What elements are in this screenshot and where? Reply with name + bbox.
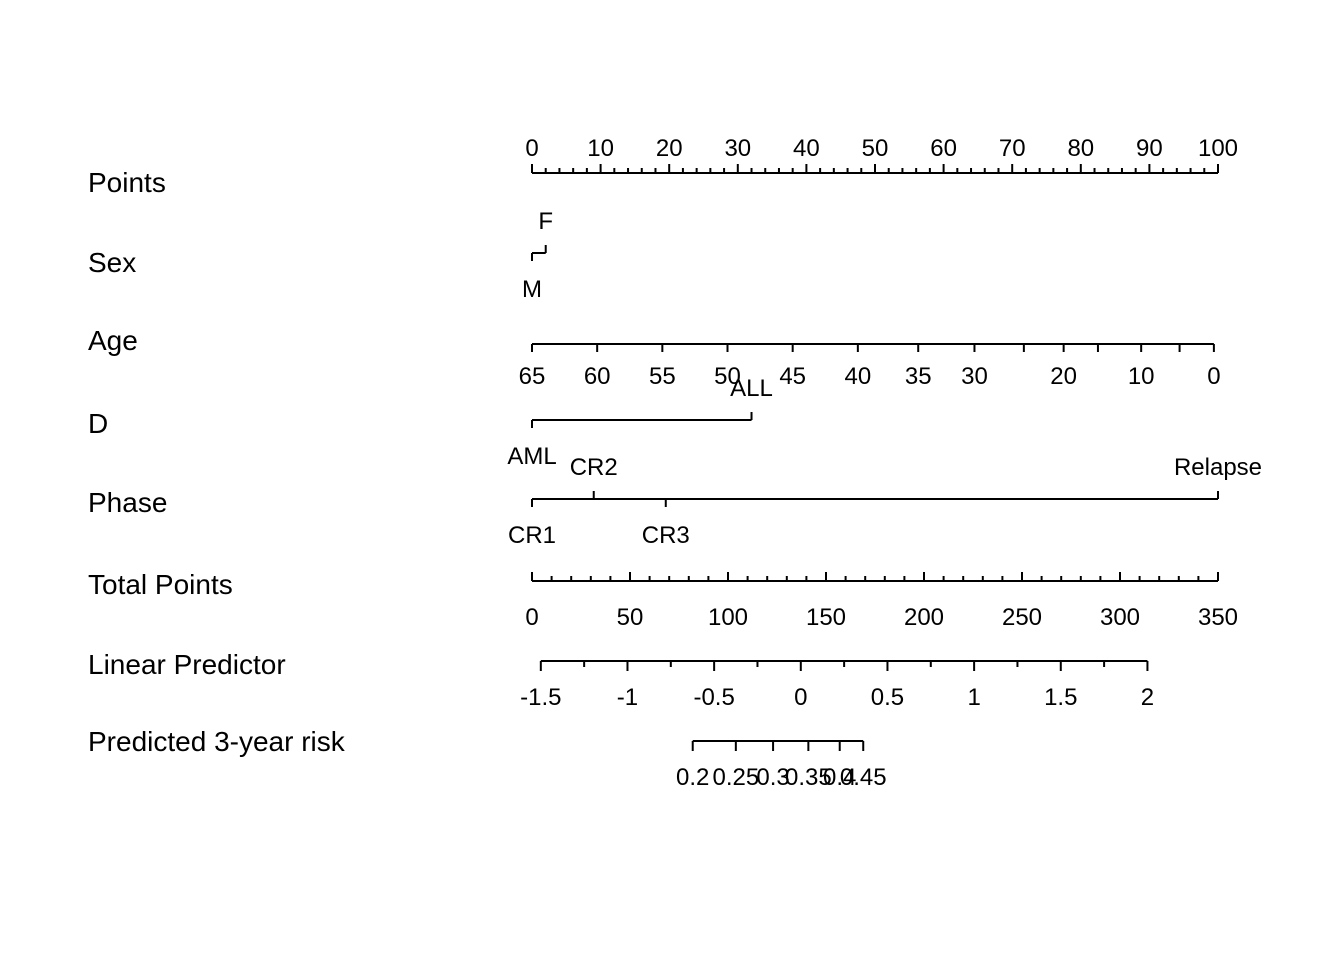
sex-level-label: M	[522, 276, 542, 303]
sex-level-label: F	[538, 208, 553, 235]
row-label-points: Points	[88, 167, 166, 198]
row-label-phase: Phase	[88, 487, 167, 518]
points-tick-label: 10	[587, 135, 614, 162]
age-tick-label: 20	[1050, 363, 1077, 390]
age-tick-label: 35	[905, 363, 932, 390]
total-points-tick-label: 200	[904, 604, 944, 631]
linear-predictor-tick-label: 1.5	[1044, 684, 1077, 711]
row-label-linear-predictor: Linear Predictor	[88, 649, 286, 680]
age-tick-label: 55	[649, 363, 676, 390]
predicted-3-year-risk-tick-label: 0.2	[676, 764, 709, 791]
phase-level-label: Relapse	[1174, 454, 1262, 481]
linear-predictor-tick-label: 0.5	[871, 684, 904, 711]
linear-predictor-tick-label: 2	[1141, 684, 1154, 711]
row-label-predicted-3-year-risk: Predicted 3-year risk	[88, 726, 346, 757]
age-tick-label: 10	[1128, 363, 1155, 390]
points-tick-label: 80	[1067, 135, 1094, 162]
total-points-tick-label: 350	[1198, 604, 1238, 631]
age-tick-label: 50	[714, 363, 741, 390]
predicted-3-year-risk-tick-label: 0.3	[756, 764, 789, 791]
row-label-age: Age	[88, 325, 138, 356]
points-tick-label: 70	[999, 135, 1026, 162]
predicted-3-year-risk-tick-label: 0.35	[785, 764, 832, 791]
predicted-3-year-risk-tick-label: 0.45	[840, 764, 887, 791]
total-points-tick-label: 50	[617, 604, 644, 631]
total-points-tick-label: 300	[1100, 604, 1140, 631]
row-label-sex: Sex	[88, 247, 136, 278]
total-points-tick-label: 150	[806, 604, 846, 631]
linear-predictor-tick-label: 1	[967, 684, 980, 711]
age-tick-label: 0	[1207, 363, 1220, 390]
points-tick-label: 40	[793, 135, 820, 162]
points-tick-label: 20	[656, 135, 683, 162]
linear-predictor-tick-label: -0.5	[693, 684, 734, 711]
linear-predictor-tick-label: -1	[617, 684, 638, 711]
points-tick-label: 60	[930, 135, 957, 162]
total-points-tick-label: 0	[525, 604, 538, 631]
phase-level-label: CR2	[570, 454, 618, 481]
points-tick-label: 90	[1136, 135, 1163, 162]
total-points-tick-label: 250	[1002, 604, 1042, 631]
predicted-3-year-risk-tick-label: 0.25	[712, 764, 759, 791]
age-tick-label: 40	[844, 363, 871, 390]
row-label-d: D	[88, 408, 108, 439]
points-tick-label: 100	[1198, 135, 1238, 162]
phase-level-label: CR1	[508, 522, 556, 549]
predicted-3-year-risk-tick-label: 0.4	[823, 764, 856, 791]
points-tick-label: 50	[862, 135, 889, 162]
row-label-total-points: Total Points	[88, 569, 233, 600]
d-level-label: ALL	[730, 375, 773, 402]
age-tick-label: 45	[779, 363, 806, 390]
age-tick-label: 30	[961, 363, 988, 390]
total-points-tick-label: 100	[708, 604, 748, 631]
linear-predictor-tick-label: 0	[794, 684, 807, 711]
linear-predictor-tick-label: -1.5	[520, 684, 561, 711]
d-level-label: AML	[507, 443, 556, 470]
age-tick-label: 60	[584, 363, 611, 390]
points-tick-label: 0	[525, 135, 538, 162]
age-tick-label: 65	[519, 363, 546, 390]
points-tick-label: 30	[724, 135, 751, 162]
phase-level-label: CR3	[642, 522, 690, 549]
